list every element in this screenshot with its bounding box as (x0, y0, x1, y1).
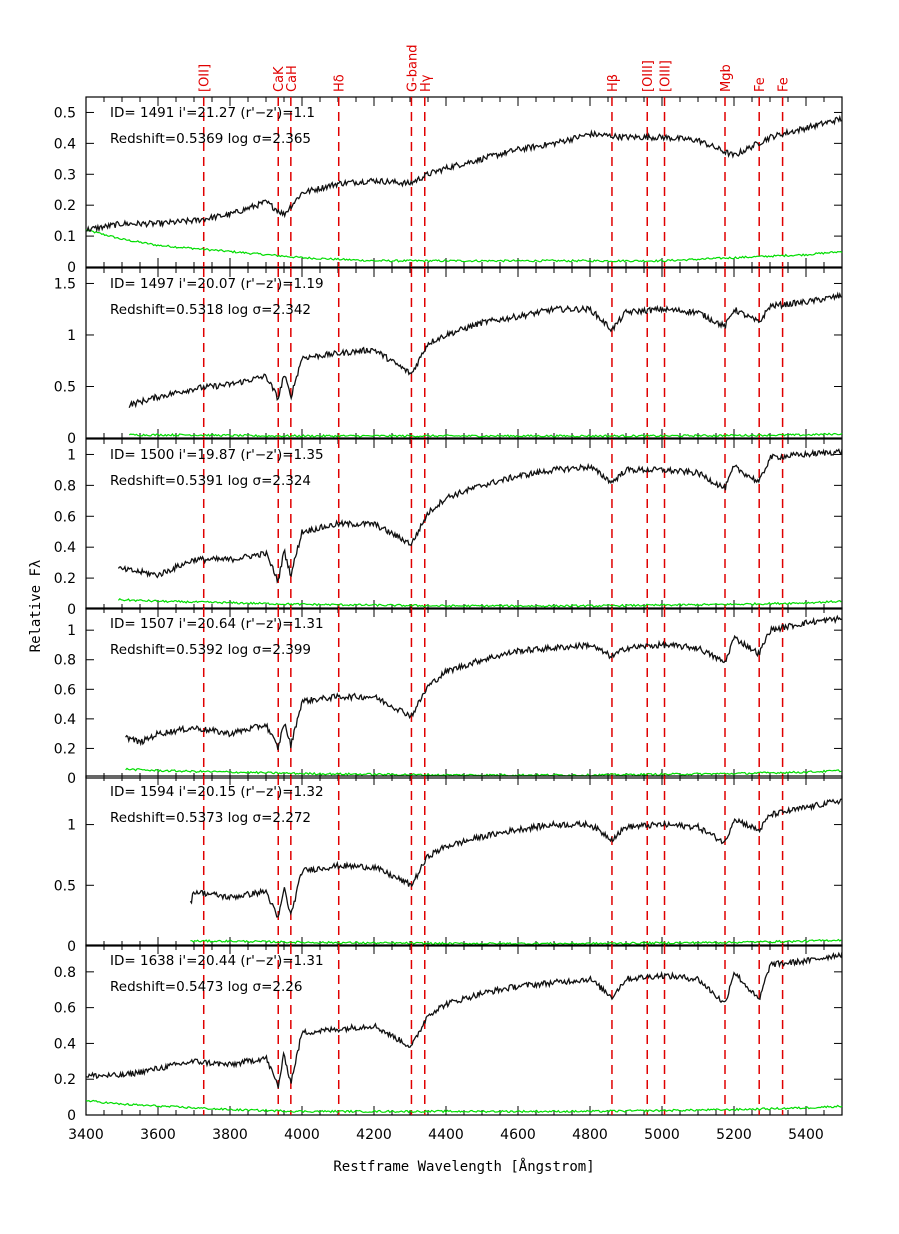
panel-id-line: ID= 1594 i'=20.15 (r'−z')=1.32 (110, 784, 324, 800)
x-tick-label: 4000 (284, 1127, 320, 1143)
spectral-line-label: [OII] (198, 64, 213, 92)
spectrum-panel-3: 0 0.2 0.4 0.6 0.8 1 ID= 1500 i'=19.87 (r'−z')=… (54, 438, 843, 618)
noise-series (117, 598, 842, 608)
x-tick-label: 4200 (356, 1127, 392, 1143)
spectrum-series (117, 448, 843, 584)
y-tick-label: 0.5 (54, 878, 76, 894)
x-tick-label: 5400 (788, 1127, 824, 1143)
spectral-line-label: CaK (272, 66, 287, 92)
spectrum-panel-1: 0 0.1 0.2 0.3 0.4 0.5 ID= 1491 i'=21.27 (r'−z'… (54, 96, 843, 276)
panel-redshift-line: Redshift=0.5392 log σ=2.399 (110, 642, 311, 658)
y-tick-label: 0.8 (54, 965, 76, 981)
panel-frame (85, 96, 843, 268)
y-tick-label: 0.4 (54, 540, 76, 556)
panel-id-line: ID= 1638 i'=20.44 (r'−z')=1.31 (110, 953, 324, 969)
spectrum-panel-5: 0 0.5 1 ID= 1594 i'=20.15 (r'−z')=1.32 Redsh… (54, 775, 843, 955)
y-tick-label: 0 (67, 260, 76, 276)
y-tick-label: 0.2 (54, 741, 76, 757)
y-tick-label: 0.2 (54, 198, 76, 214)
y-tick-label: 0.2 (54, 1072, 76, 1088)
panel-frame (85, 438, 843, 610)
y-tick-label: 0.6 (54, 682, 76, 698)
y-tick-label: 0 (67, 939, 76, 955)
panel-id-line: ID= 1500 i'=19.87 (r'−z')=1.35 (110, 447, 324, 463)
panel-redshift-line: Redshift=0.5373 log σ=2.272 (110, 810, 311, 826)
panel-frame (85, 944, 843, 1116)
y-tick-label: 1 (67, 818, 76, 834)
spectral-line-label: Hβ (606, 74, 621, 92)
noise-series (128, 432, 843, 438)
x-tick-label: 3600 (140, 1127, 176, 1143)
panel-redshift-line: Redshift=0.5318 log σ=2.342 (110, 302, 311, 318)
spectrum-series (85, 114, 843, 233)
spectral-line-label: Mgb (719, 64, 734, 92)
x-axis-title: Restframe Wavelength [Ångstrom] (333, 1158, 594, 1175)
noise-series (85, 1099, 843, 1114)
panel-redshift-line: Redshift=0.5473 log σ=2.26 (110, 979, 302, 995)
x-tick-label: 4800 (572, 1127, 608, 1143)
y-tick-label: 0.4 (54, 136, 76, 152)
y-tick-label: 0.5 (54, 105, 76, 121)
x-tick-label: 4600 (500, 1127, 536, 1143)
y-tick-label: 0 (67, 602, 76, 618)
y-tick-label: 1 (67, 447, 76, 463)
y-tick-label: 0.4 (54, 712, 76, 728)
spectrum-series (128, 291, 843, 409)
spectrum-series (189, 798, 842, 918)
spectrum-panel-2: 0 0.5 1 1.5 ID= 1497 i'=20.07 (r'−z')=1.19 Re… (54, 267, 843, 447)
y-tick-label: 1 (67, 328, 76, 344)
spectral-line-label: G-band (405, 45, 420, 92)
panel-redshift-line: Redshift=0.5391 log σ=2.324 (110, 473, 311, 489)
panel-id-line: ID= 1491 i'=21.27 (r'−z')=1.1 (110, 105, 315, 121)
y-tick-label: 0.3 (54, 167, 76, 183)
panel-frame (85, 607, 843, 779)
x-axis: 3400 3600 3800 4000 4200 4400 4600 4800 5000 5200… (68, 1127, 824, 1143)
x-tick-label: 5000 (644, 1127, 680, 1143)
x-tick-label: 3800 (212, 1127, 248, 1143)
spectral-line-label: Fe (777, 77, 792, 92)
spectral-line-label: Hγ (419, 74, 434, 92)
y-tick-label: 0.2 (54, 571, 76, 587)
panel-id-line: ID= 1497 i'=20.07 (r'−z')=1.19 (110, 276, 324, 292)
panel-redshift-line: Redshift=0.5369 log σ=2.365 (110, 131, 311, 147)
spectrum-panel-6: 0 0.2 0.4 0.6 0.8 ID= 1638 i'=20.44 (r'−z')=1… (54, 944, 843, 1124)
spectrum-series (85, 951, 843, 1089)
y-tick-label: 0.6 (54, 1001, 76, 1017)
spectral-line-label: [OIII] (641, 60, 656, 92)
y-tick-label: 0.6 (54, 509, 76, 525)
y-tick-label: 0.1 (54, 229, 76, 245)
spectral-line-label: [OIII] (659, 60, 674, 92)
y-tick-label: 0.5 (54, 379, 76, 395)
y-tick-label: 0.8 (54, 478, 76, 494)
y-tick-label: 1 (67, 623, 76, 639)
panel-frame (85, 775, 843, 947)
y-tick-label: 0.8 (54, 653, 76, 669)
spectral-line-label: Fe (753, 77, 768, 92)
x-tick-label: 3400 (68, 1127, 104, 1143)
spectra-panels: 0 0.1 0.2 0.3 0.4 0.5 ID= 1491 i'=21.27 (r'−z'… (54, 96, 843, 1124)
panel-frame (85, 267, 843, 439)
panel-id-line: ID= 1507 i'=20.64 (r'−z')=1.31 (110, 616, 324, 632)
noise-series (85, 229, 843, 263)
y-tick-label: 1.5 (54, 276, 76, 292)
y-tick-label: 0 (67, 431, 76, 447)
spectrum-panel-4: 0 0.2 0.4 0.6 0.8 1 ID= 1507 i'=20.64 (r'−z')=… (54, 607, 843, 787)
noise-series (190, 938, 842, 946)
y-axis-title: Relative Fλ (28, 560, 44, 653)
y-tick-label: 0 (67, 1108, 76, 1124)
y-tick-label: 0.4 (54, 1036, 76, 1052)
spectral-line-label: CaH (285, 65, 300, 92)
x-tick-label: 4400 (428, 1127, 464, 1143)
spectral-line-label: Hδ (333, 74, 348, 92)
y-tick-label: 0 (67, 771, 76, 787)
x-tick-label: 5200 (716, 1127, 752, 1143)
spectrum-series (125, 614, 842, 751)
